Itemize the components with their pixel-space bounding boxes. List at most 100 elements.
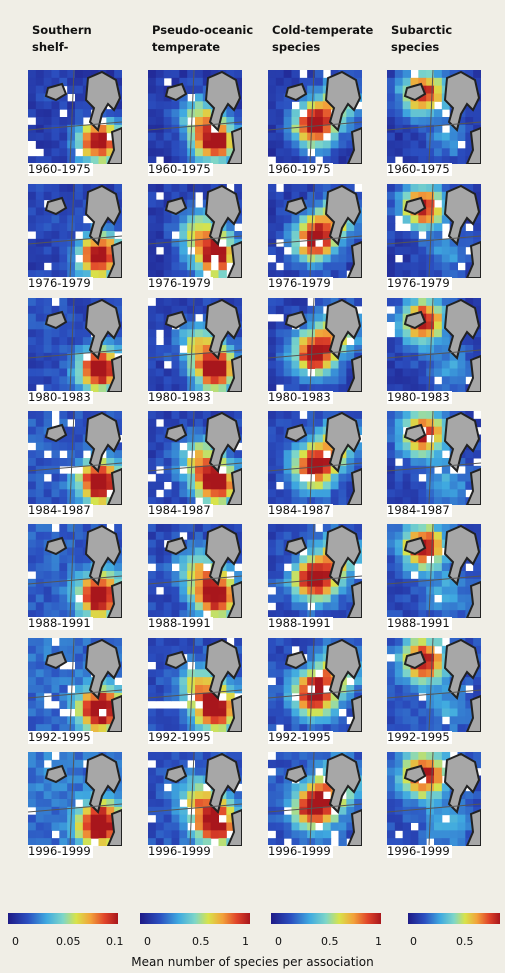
column-heading-line: species [391,40,440,54]
species-map [148,524,242,618]
map-cell [387,524,481,618]
map-cell [387,298,481,392]
column-heading-line: species [272,40,321,54]
species-map [387,638,481,732]
species-map [148,752,242,846]
map-cell [148,752,242,846]
colorbar-tick-label: 0.5 [192,935,210,948]
map-cell [148,184,242,278]
period-label: 1992-1995 [268,730,333,744]
species-map [148,638,242,732]
species-map [28,752,122,846]
colorbar-tick-label: 1 [375,935,382,948]
species-map [268,411,362,505]
species-map [268,70,362,164]
map-cell [28,70,122,164]
species-map [387,298,481,392]
period-label: 1988-1991 [148,616,213,630]
species-map [387,524,481,618]
species-map [28,298,122,392]
map-cell [268,524,362,618]
map-cell [28,184,122,278]
period-label: 1996-1999 [268,844,333,858]
species-map [268,752,362,846]
period-label: 1984-1987 [387,503,452,517]
column-heading: Cold-temperate species [272,22,382,56]
species-map [268,638,362,732]
species-map [268,298,362,392]
period-label: 1988-1991 [387,616,452,630]
colorbar-tick-label: 0 [410,935,417,948]
colorbar [8,913,118,924]
period-label: 1996-1999 [387,844,452,858]
map-cell [148,638,242,732]
map-cell [387,752,481,846]
period-label: 1984-1987 [28,503,93,517]
map-cell [387,184,481,278]
species-map [148,411,242,505]
period-label: 1976-1979 [268,276,333,290]
column-heading-line: Southern [32,23,92,37]
period-label: 1996-1999 [148,844,213,858]
map-cell [148,70,242,164]
period-label: 1984-1987 [148,503,213,517]
period-label: 1992-1995 [28,730,93,744]
period-label: 1984-1987 [268,503,333,517]
colorbar-tick-label: 0.5 [456,935,474,948]
map-cell [387,70,481,164]
map-cell [148,411,242,505]
map-cell [28,752,122,846]
species-map [28,184,122,278]
colorbar-tick-label: 0.05 [56,935,81,948]
period-label: 1992-1995 [387,730,452,744]
period-label: 1992-1995 [148,730,213,744]
map-cell [148,298,242,392]
period-label: 1960-1975 [387,162,452,176]
period-label: 1960-1975 [268,162,333,176]
species-map [28,638,122,732]
map-cell [28,411,122,505]
period-label: 1976-1979 [148,276,213,290]
colorbar [408,913,500,924]
colorbar-tick-label: 0.5 [321,935,339,948]
column-heading-line: Subarctic [391,23,453,37]
colorbar-tick-label: 0 [275,935,282,948]
column-heading: Southern shelf- [32,22,142,56]
species-map [387,411,481,505]
map-cell [268,752,362,846]
species-map [148,70,242,164]
period-label: 1988-1991 [28,616,93,630]
period-label: 1980-1983 [28,390,93,404]
map-cell [28,524,122,618]
species-map [387,184,481,278]
species-map [387,752,481,846]
species-map [387,70,481,164]
map-cell [28,638,122,732]
period-label: 1980-1983 [387,390,452,404]
period-label: 1988-1991 [268,616,333,630]
period-label: 1976-1979 [387,276,452,290]
column-heading-line: shelf- [32,40,69,54]
column-heading: Subarctic species [391,22,501,56]
species-map [28,524,122,618]
column-heading-line: temperate [152,40,221,54]
period-label: 1960-1975 [148,162,213,176]
map-cell [387,638,481,732]
map-cell [28,298,122,392]
column-heading: Pseudo-oceanic temperate [152,22,262,56]
column-heading-line: Pseudo-oceanic [152,23,254,37]
period-label: 1976-1979 [28,276,93,290]
period-label: 1960-1975 [28,162,93,176]
map-cell [268,298,362,392]
species-map [28,411,122,505]
colorbar [140,913,250,924]
colorbar-tick-label: 1 [242,935,249,948]
map-cell [268,638,362,732]
map-cell [268,411,362,505]
period-label: 1980-1983 [268,390,333,404]
species-map [268,184,362,278]
map-cell [268,70,362,164]
species-map [148,298,242,392]
colorbar-tick-label: 0 [12,935,19,948]
colorbar-caption: Mean number of species per association [131,955,374,969]
